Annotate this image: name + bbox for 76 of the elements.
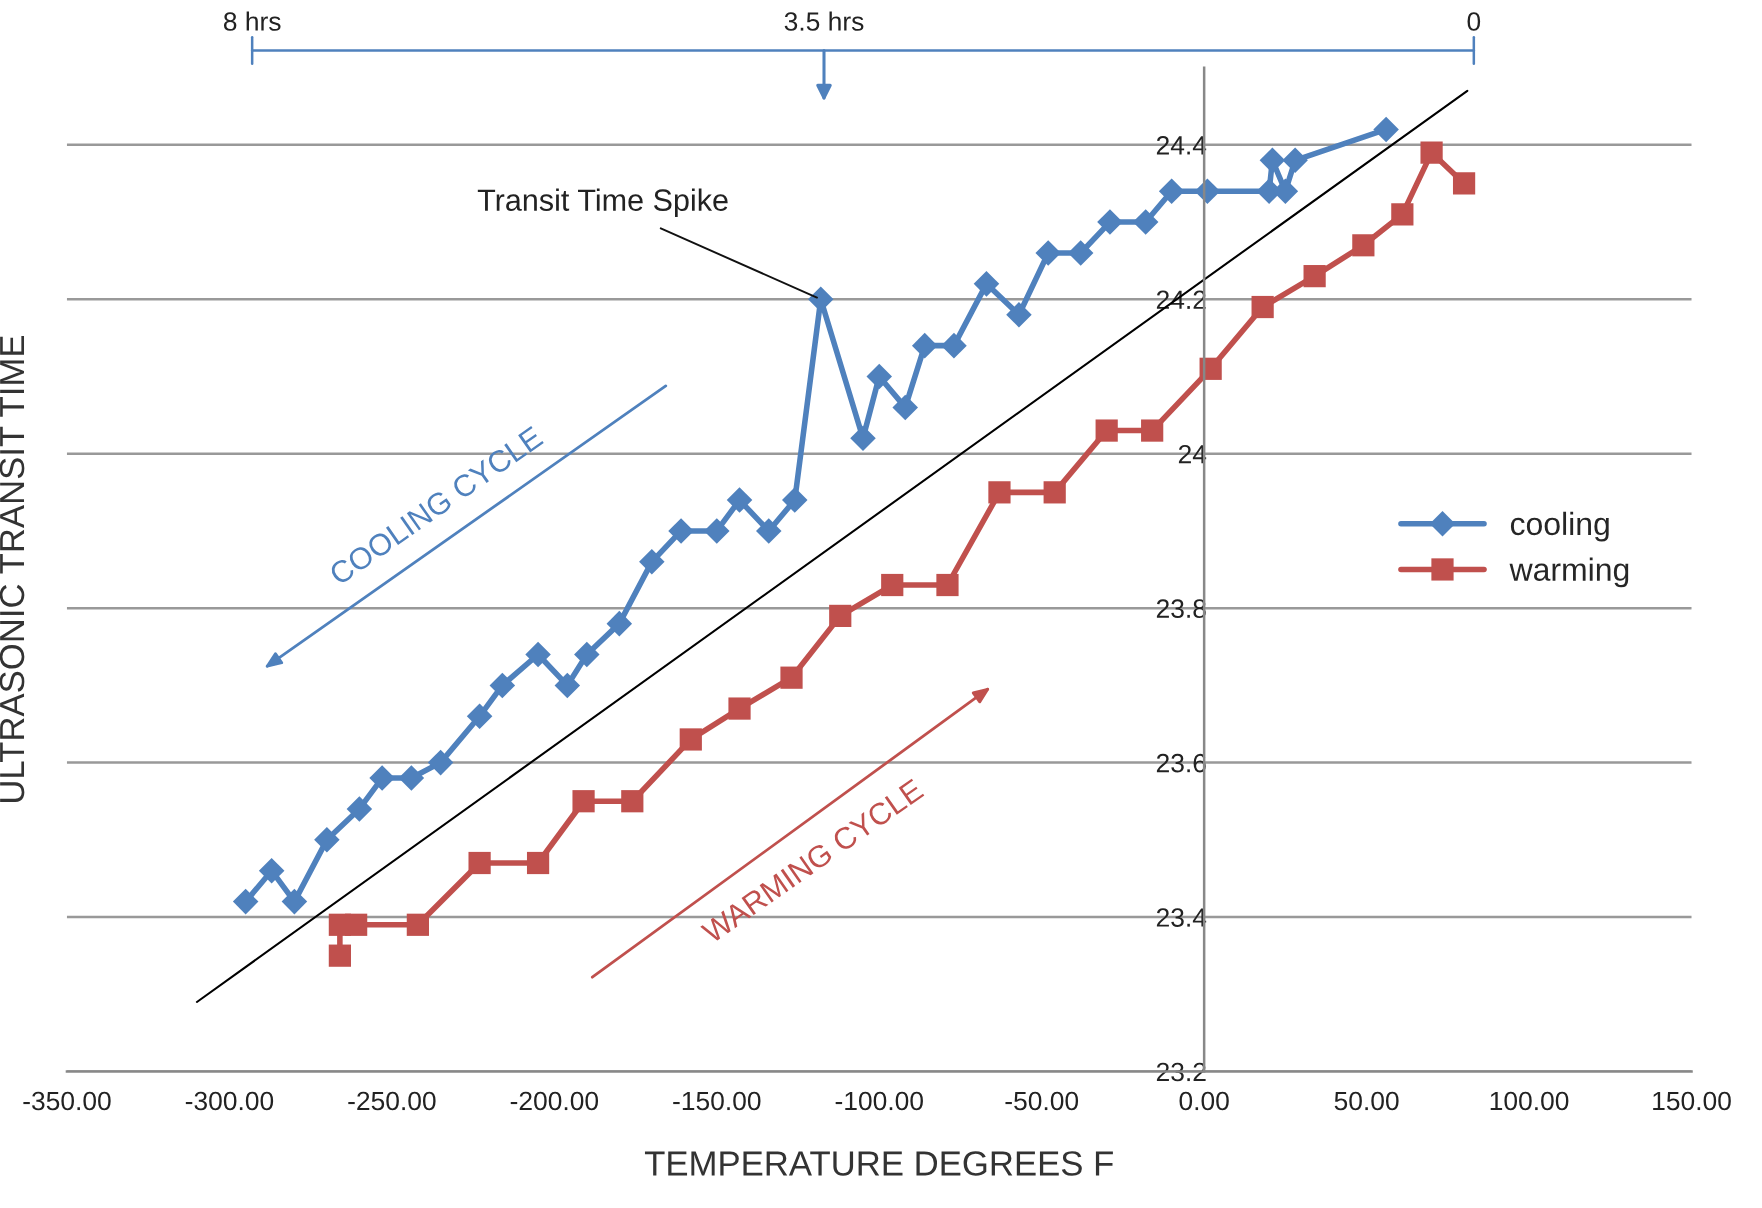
x-tick-label: -50.00 xyxy=(1005,1091,1079,1111)
point xyxy=(973,271,1000,297)
x-tick-label: 50.00 xyxy=(1334,1091,1399,1111)
point xyxy=(1420,141,1443,164)
text: 0 xyxy=(1467,12,1481,31)
point xyxy=(1391,203,1414,226)
point xyxy=(1043,481,1066,504)
point xyxy=(232,888,259,915)
point xyxy=(369,765,395,791)
x-tick-label: 0.00 xyxy=(1179,1091,1229,1111)
point xyxy=(1452,172,1476,195)
x-tick-label: -300.00 xyxy=(185,1091,274,1111)
point xyxy=(1095,419,1118,442)
x-tick-label: -150.00 xyxy=(673,1091,761,1111)
point xyxy=(756,518,782,544)
legend-label: cooling xyxy=(1510,511,1609,542)
point xyxy=(314,827,340,853)
point xyxy=(1006,301,1032,328)
point xyxy=(621,790,644,813)
point xyxy=(572,790,595,813)
point xyxy=(704,518,730,544)
point xyxy=(941,332,967,359)
point xyxy=(726,487,753,513)
x-tick-label: -250.00 xyxy=(348,1091,436,1111)
point xyxy=(988,481,1011,504)
point xyxy=(866,363,892,390)
x-tick-label: -200.00 xyxy=(510,1091,599,1111)
point xyxy=(489,672,516,699)
point xyxy=(1352,234,1375,257)
x-tick-label: -350.00 xyxy=(23,1091,111,1111)
point xyxy=(606,610,633,637)
y-axis-title: ULTRASONIC TRANSIT TIME xyxy=(0,335,25,802)
point xyxy=(881,573,904,597)
point xyxy=(911,332,938,359)
point xyxy=(780,666,803,689)
annotation: Transit Time Spike xyxy=(477,188,728,218)
point xyxy=(728,697,751,720)
point xyxy=(466,703,493,730)
point xyxy=(1097,209,1123,235)
point xyxy=(1251,295,1274,319)
point xyxy=(850,425,876,452)
point xyxy=(346,796,373,822)
point xyxy=(1303,265,1326,288)
point xyxy=(639,549,665,575)
x-tick-label: 150.00 xyxy=(1653,1091,1731,1111)
point xyxy=(574,641,600,668)
x-tick-label: -100.00 xyxy=(835,1091,923,1111)
point xyxy=(398,765,425,791)
point xyxy=(554,672,581,699)
point xyxy=(1373,116,1399,143)
point xyxy=(781,487,808,513)
text: 3.5 hrs xyxy=(784,11,864,31)
point xyxy=(406,913,429,936)
point xyxy=(892,394,918,421)
point xyxy=(679,728,702,751)
point xyxy=(468,851,491,875)
point xyxy=(1132,209,1159,235)
text: 8 hrs xyxy=(223,11,281,31)
point xyxy=(345,913,368,936)
x-tick-label: 100.00 xyxy=(1490,1091,1569,1111)
point xyxy=(936,573,959,597)
legend-label: warming xyxy=(1509,557,1629,588)
point xyxy=(1141,419,1164,442)
point xyxy=(328,944,351,967)
x-axis-title: TEMPERATURE DEGREES F xyxy=(644,1151,1113,1176)
point xyxy=(1035,240,1061,266)
point xyxy=(1282,147,1308,174)
point xyxy=(281,888,308,915)
point xyxy=(1158,178,1185,204)
point xyxy=(829,604,852,628)
point xyxy=(1067,240,1094,266)
point xyxy=(427,749,454,776)
point xyxy=(525,641,551,668)
point xyxy=(526,851,550,875)
point xyxy=(668,518,694,544)
point xyxy=(258,857,285,884)
